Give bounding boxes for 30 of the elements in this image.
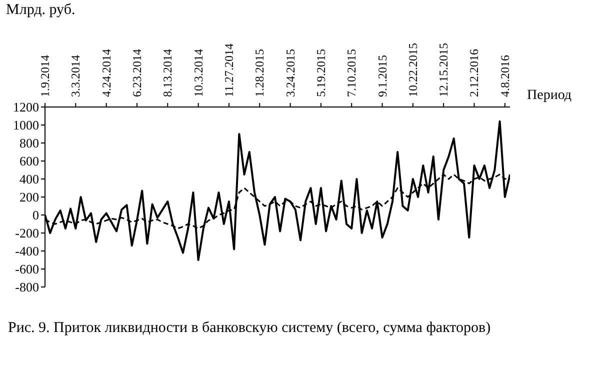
- x-tick-label: 4.8.2016: [498, 55, 512, 97]
- y-tick-label: 0: [32, 208, 39, 223]
- y-tick-label: -800: [15, 280, 39, 295]
- x-tick-label: 3.3.2014: [68, 55, 83, 97]
- x-tick-label: 4.24.2014: [99, 49, 114, 97]
- text: Рис. 9. Приток ликвидности в банковскую систему (всего, сумма факторов): [8, 320, 491, 337]
- x-tick-label: 12.15.2015: [436, 43, 451, 97]
- y-tick-label: 600: [20, 154, 39, 169]
- x-tick-label: 10.3.2014: [191, 49, 206, 97]
- x-tick-label: 1.28.2015: [252, 49, 267, 97]
- y-tick-label: 1000: [13, 118, 39, 133]
- x-tick-label: 11.27.2014: [222, 43, 236, 97]
- x-tick-label: 3.24.2015: [283, 49, 298, 97]
- x-tick-label: 2.12.2016: [467, 49, 482, 97]
- x-tick-label: 5.19.2015: [314, 49, 328, 97]
- y-tick-label: 1200: [13, 100, 39, 115]
- x-axis-title: Период: [527, 88, 572, 104]
- y-tick-label: 200: [20, 190, 39, 205]
- y-tick-label: -200: [15, 226, 39, 241]
- x-tick-label: 9.1.2015: [375, 55, 390, 97]
- y-tick-label: -400: [15, 244, 39, 259]
- y-tick-label: -600: [15, 262, 39, 277]
- y-tick-label: 400: [20, 172, 39, 187]
- x-tick-label: 1.9.2014: [38, 55, 52, 97]
- y-tick-label: 800: [20, 136, 39, 151]
- x-tick-label: 10.22.2015: [406, 43, 420, 97]
- y-axis-title: Млрд. руб.: [6, 2, 76, 19]
- x-tick-label: 6.23.2014: [130, 49, 144, 97]
- x-tick-label: 8.13.2014: [160, 49, 175, 97]
- x-tick-label: 7.10.2015: [344, 49, 359, 97]
